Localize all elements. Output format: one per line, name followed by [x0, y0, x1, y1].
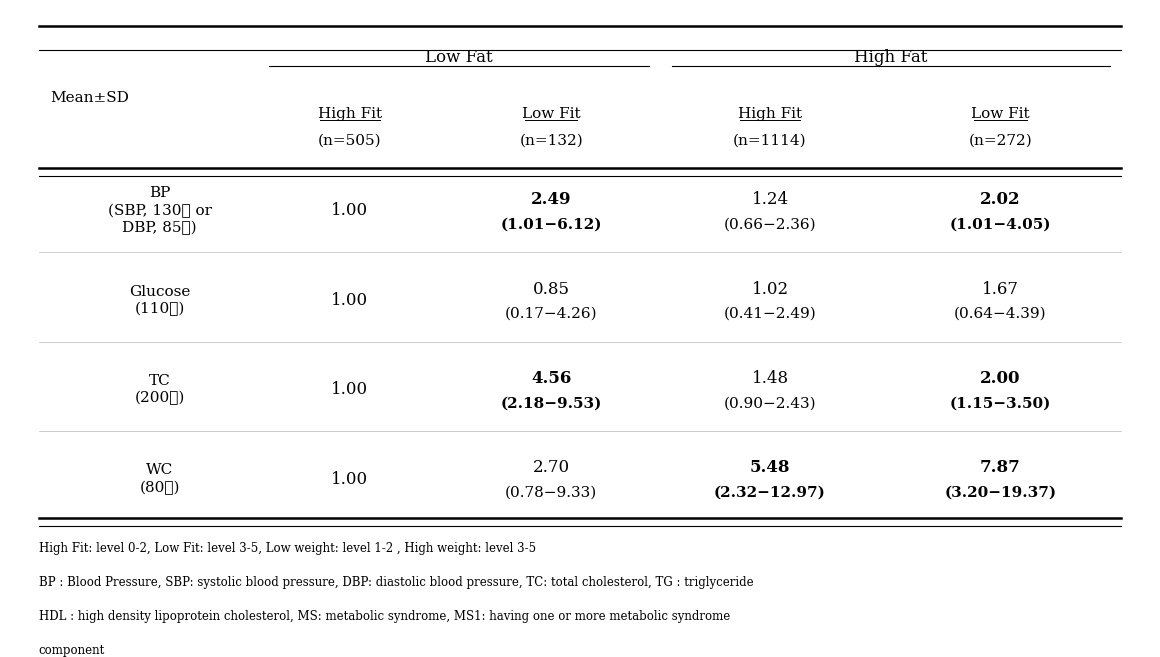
Text: (1.15−3.50): (1.15−3.50)	[950, 396, 1051, 410]
Text: (1.01−6.12): (1.01−6.12)	[500, 217, 602, 231]
Text: 2.49: 2.49	[531, 191, 572, 208]
Text: (n=132): (n=132)	[520, 133, 583, 147]
Text: (0.64−4.39): (0.64−4.39)	[954, 307, 1046, 321]
Text: High Fit: High Fit	[318, 107, 382, 122]
Text: (SBP, 130≧ or: (SBP, 130≧ or	[108, 204, 211, 218]
Text: High Fit: level 0-2, Low Fit: level 3-5, Low weight: level 1-2 , High weight: le: High Fit: level 0-2, Low Fit: level 3-5,…	[38, 542, 536, 555]
Text: 1.00: 1.00	[331, 381, 368, 398]
Text: DBP, 85≧): DBP, 85≧)	[122, 221, 197, 235]
Text: HDL : high density lipoprotein cholesterol, MS: metabolic syndrome, MS1: having : HDL : high density lipoprotein cholester…	[38, 610, 730, 623]
Text: (1.01−4.05): (1.01−4.05)	[950, 217, 1051, 231]
Text: Low Fit: Low Fit	[971, 107, 1030, 122]
Text: WC: WC	[146, 463, 173, 478]
Text: (0.17−4.26): (0.17−4.26)	[505, 307, 597, 321]
Text: 1.02: 1.02	[752, 281, 789, 298]
Text: BP: BP	[148, 187, 171, 200]
Text: 1.00: 1.00	[331, 202, 368, 219]
Text: 2.70: 2.70	[532, 459, 570, 476]
Text: (200≧): (200≧)	[135, 391, 184, 405]
Text: (0.66−2.36): (0.66−2.36)	[724, 217, 817, 231]
Text: (80≧): (80≧)	[139, 480, 180, 495]
Text: (n=1114): (n=1114)	[733, 133, 807, 147]
Text: 1.00: 1.00	[331, 470, 368, 487]
Text: (0.90−2.43): (0.90−2.43)	[724, 396, 817, 410]
Text: (2.32−12.97): (2.32−12.97)	[715, 486, 826, 499]
Text: 1.48: 1.48	[752, 370, 789, 387]
Text: High Fit: High Fit	[738, 107, 802, 122]
Text: (2.18−9.53): (2.18−9.53)	[500, 396, 602, 410]
Text: (110≧): (110≧)	[135, 302, 184, 316]
Text: High Fat: High Fat	[854, 49, 928, 66]
Text: BP : Blood Pressure, SBP: systolic blood pressure, DBP: diastolic blood pressure: BP : Blood Pressure, SBP: systolic blood…	[38, 576, 753, 589]
Text: 1.00: 1.00	[331, 292, 368, 309]
Text: component: component	[38, 644, 104, 657]
Text: 4.56: 4.56	[531, 370, 572, 387]
Text: (0.41−2.49): (0.41−2.49)	[724, 307, 817, 321]
Text: TC: TC	[148, 374, 171, 388]
Text: (0.78−9.33): (0.78−9.33)	[505, 486, 597, 499]
Text: (3.20−19.37): (3.20−19.37)	[944, 486, 1057, 499]
Text: Low Fit: Low Fit	[522, 107, 580, 122]
Text: (n=505): (n=505)	[318, 133, 382, 147]
Text: Mean±SD: Mean±SD	[50, 91, 129, 105]
Text: 5.48: 5.48	[749, 459, 790, 476]
Text: 2.02: 2.02	[980, 191, 1021, 208]
Text: 0.85: 0.85	[532, 281, 570, 298]
Text: 7.87: 7.87	[980, 459, 1021, 476]
Text: Glucose: Glucose	[129, 284, 190, 298]
Text: 1.67: 1.67	[981, 281, 1018, 298]
Text: Low Fat: Low Fat	[426, 49, 493, 66]
Text: (n=272): (n=272)	[969, 133, 1032, 147]
Text: 1.24: 1.24	[752, 191, 789, 208]
Text: 2.00: 2.00	[980, 370, 1021, 387]
